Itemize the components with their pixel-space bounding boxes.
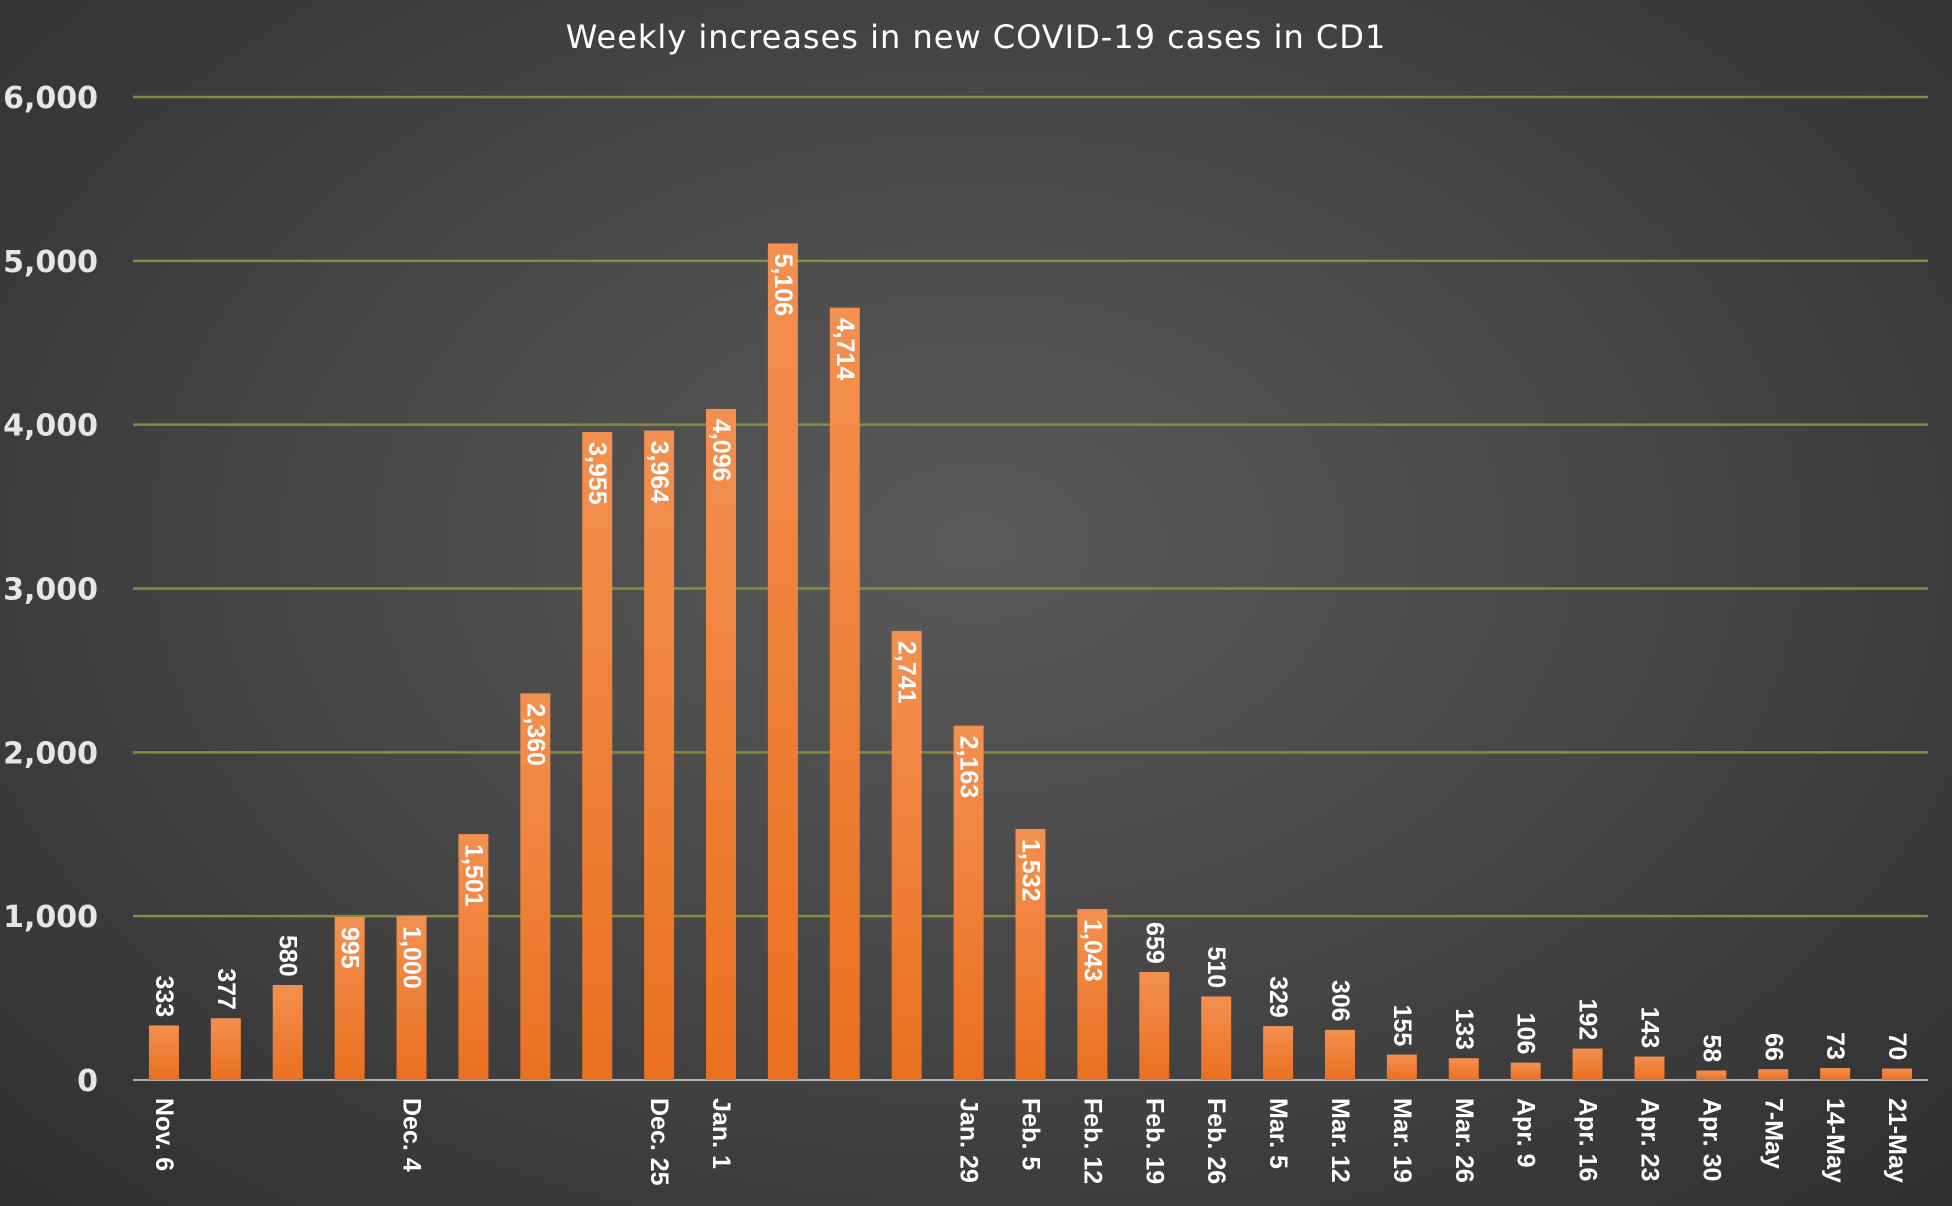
data-label: 306 — [1326, 980, 1354, 1022]
bar — [1882, 1068, 1913, 1080]
bar — [520, 693, 551, 1080]
data-label: 510 — [1202, 946, 1230, 988]
x-tick-label: Mar. 26 — [1450, 1098, 1478, 1183]
data-label: 1,532 — [1017, 839, 1045, 902]
y-tick-label: 6,000 — [3, 81, 98, 116]
x-tick-label: Feb. 5 — [1017, 1098, 1045, 1170]
bar — [334, 916, 365, 1080]
x-tick-label: Mar. 5 — [1264, 1098, 1292, 1169]
x-tick-label: Apr. 16 — [1574, 1098, 1602, 1181]
data-label: 2,163 — [955, 736, 983, 799]
data-label: 133 — [1450, 1008, 1478, 1050]
bar — [1324, 1029, 1355, 1080]
gridlines — [133, 95, 1928, 918]
x-tick-label: Dec. 4 — [398, 1098, 426, 1172]
data-label: 4,096 — [707, 419, 735, 482]
bar — [1263, 1026, 1294, 1080]
data-label: 66 — [1759, 1033, 1787, 1061]
bar — [1696, 1070, 1727, 1080]
data-label: 2,741 — [893, 641, 921, 704]
data-label: 3,964 — [645, 441, 673, 504]
x-tick-label: Apr. 9 — [1512, 1098, 1540, 1167]
data-label: 1,043 — [1078, 919, 1106, 982]
bar — [706, 408, 737, 1080]
y-tick-label: 4,000 — [3, 409, 98, 444]
x-tick-label: Feb. 19 — [1140, 1098, 1168, 1184]
bar — [1758, 1069, 1789, 1080]
x-tick-label: Apr. 23 — [1635, 1098, 1663, 1181]
bar — [582, 432, 613, 1080]
data-label: 5,106 — [769, 253, 797, 316]
y-tick-label: 5,000 — [3, 245, 98, 280]
data-label: 73 — [1821, 1032, 1849, 1060]
bar — [1077, 909, 1108, 1080]
data-label: 106 — [1512, 1013, 1540, 1055]
bar — [1139, 972, 1170, 1080]
bar — [148, 1025, 179, 1080]
x-tick-label: Jan. 29 — [955, 1098, 983, 1183]
bar — [210, 1018, 241, 1080]
bar — [396, 916, 427, 1080]
bar — [1015, 829, 1046, 1080]
data-label: 329 — [1264, 976, 1292, 1018]
x-tick-label: Dec. 25 — [645, 1098, 673, 1186]
chart-title: Weekly increases in new COVID-19 cases i… — [565, 18, 1387, 56]
bar — [767, 243, 798, 1081]
x-tick-label: Apr. 30 — [1697, 1098, 1725, 1181]
bar — [1510, 1062, 1541, 1080]
x-tick-label: 7-May — [1759, 1098, 1787, 1169]
bars — [148, 243, 1913, 1081]
data-label: 70 — [1883, 1033, 1911, 1061]
bar — [1448, 1058, 1479, 1080]
data-label: 3,955 — [583, 442, 611, 505]
data-label: 995 — [336, 927, 364, 969]
bar — [644, 430, 675, 1080]
data-label: 1,501 — [459, 844, 487, 907]
data-label: 333 — [150, 975, 178, 1017]
axes: 0 1,000 2,000 3,000 4,000 5,000 6,000 Nov. 6 Dec… — [3, 81, 1928, 1186]
bar — [953, 725, 984, 1080]
data-label: 1,000 — [398, 926, 426, 989]
bar — [1201, 996, 1232, 1080]
data-label: 2,360 — [521, 703, 549, 766]
data-label: 155 — [1388, 1005, 1416, 1047]
y-tick-label: 3,000 — [3, 573, 98, 608]
data-label: 659 — [1140, 922, 1168, 964]
bar — [272, 984, 303, 1080]
bar — [458, 834, 489, 1080]
y-tick-label: 1,000 — [3, 900, 98, 935]
x-tick-label: 14-May — [1821, 1098, 1849, 1183]
data-labels: 333 377 580 995 1,000 1,501 2,360 3,955 3,964 4,0… — [150, 253, 1911, 1062]
y-tick-label: 0 — [77, 1064, 98, 1099]
bar — [1820, 1068, 1851, 1080]
x-tick-label: Jan. 1 — [707, 1098, 735, 1169]
data-label: 580 — [274, 935, 302, 977]
x-tick-label: Mar. 19 — [1388, 1098, 1416, 1183]
x-tick-label: Feb. 12 — [1078, 1098, 1106, 1184]
bar — [1634, 1056, 1665, 1080]
x-tick-label: Nov. 6 — [150, 1098, 178, 1171]
data-label: 4,714 — [831, 318, 859, 381]
data-label: 143 — [1635, 1007, 1663, 1049]
bar — [891, 630, 922, 1080]
data-label: 58 — [1697, 1034, 1725, 1062]
y-tick-label: 2,000 — [3, 736, 98, 771]
data-label: 192 — [1574, 999, 1602, 1041]
x-tick-label: Feb. 26 — [1202, 1098, 1230, 1184]
bar — [1386, 1054, 1417, 1080]
x-tick-label: 21-May — [1883, 1098, 1911, 1183]
bar — [829, 307, 860, 1080]
x-tick-label: Mar. 12 — [1326, 1098, 1354, 1183]
bar — [1572, 1048, 1603, 1080]
data-label: 377 — [212, 968, 240, 1010]
